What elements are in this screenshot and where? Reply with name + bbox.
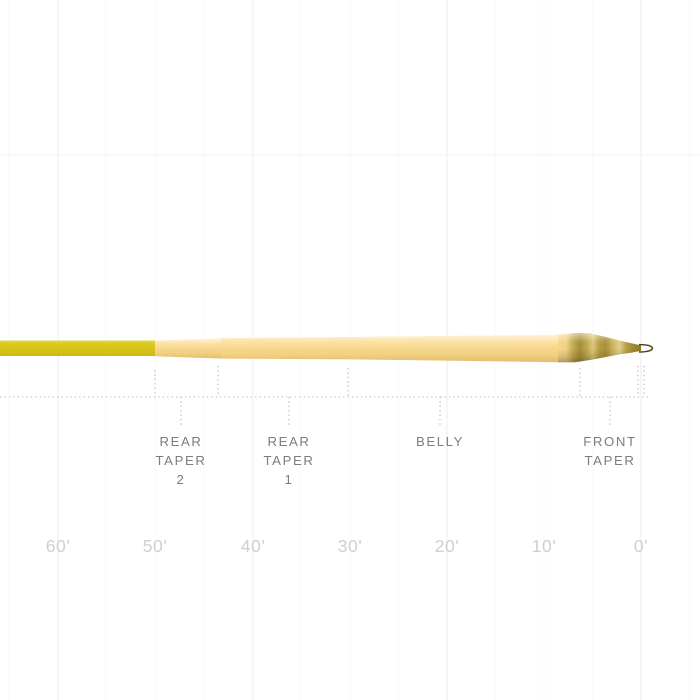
section-label-rear-taper-2: REAR TAPER 2 (156, 434, 207, 487)
axis-tick-20: 20' (435, 536, 460, 556)
section-label-belly: BELLY (416, 434, 464, 449)
front-taper-shading (558, 333, 641, 363)
fly-line-profile (0, 333, 654, 363)
rear-taper-2-line1: REAR (159, 434, 202, 449)
axis-tick-60: 60' (46, 536, 71, 556)
front-taper-line2: TAPER (585, 453, 636, 468)
distance-axis: 60' 50' 40' 30' 20' 10' 0' (46, 536, 648, 556)
annotation-guides (0, 366, 649, 426)
rear-taper-2-shading (155, 338, 222, 359)
rear-taper-1-line3: 1 (285, 472, 294, 487)
axis-tick-30: 30' (338, 536, 363, 556)
section-labels: REAR TAPER 2 REAR TAPER 1 BELLY FRONT TA… (156, 434, 636, 487)
axis-tick-40: 40' (241, 536, 266, 556)
rear-taper-2-line2: TAPER (156, 453, 207, 468)
section-label-rear-taper-1: REAR TAPER 1 (264, 434, 315, 487)
axis-tick-0: 0' (634, 536, 648, 556)
tip-loop-icon (638, 343, 654, 353)
rear-taper-2-line3: 2 (177, 472, 186, 487)
belly-shading (221, 334, 560, 363)
section-label-front-taper: FRONT TAPER (583, 434, 636, 468)
axis-tick-50: 50' (143, 536, 168, 556)
rear-taper-1-line1: REAR (267, 434, 310, 449)
front-taper-line1: FRONT (583, 434, 636, 449)
running-line-segment (0, 340, 157, 356)
belly-line1: BELLY (416, 434, 464, 449)
axis-tick-10: 10' (532, 536, 557, 556)
rear-taper-1-line2: TAPER (264, 453, 315, 468)
